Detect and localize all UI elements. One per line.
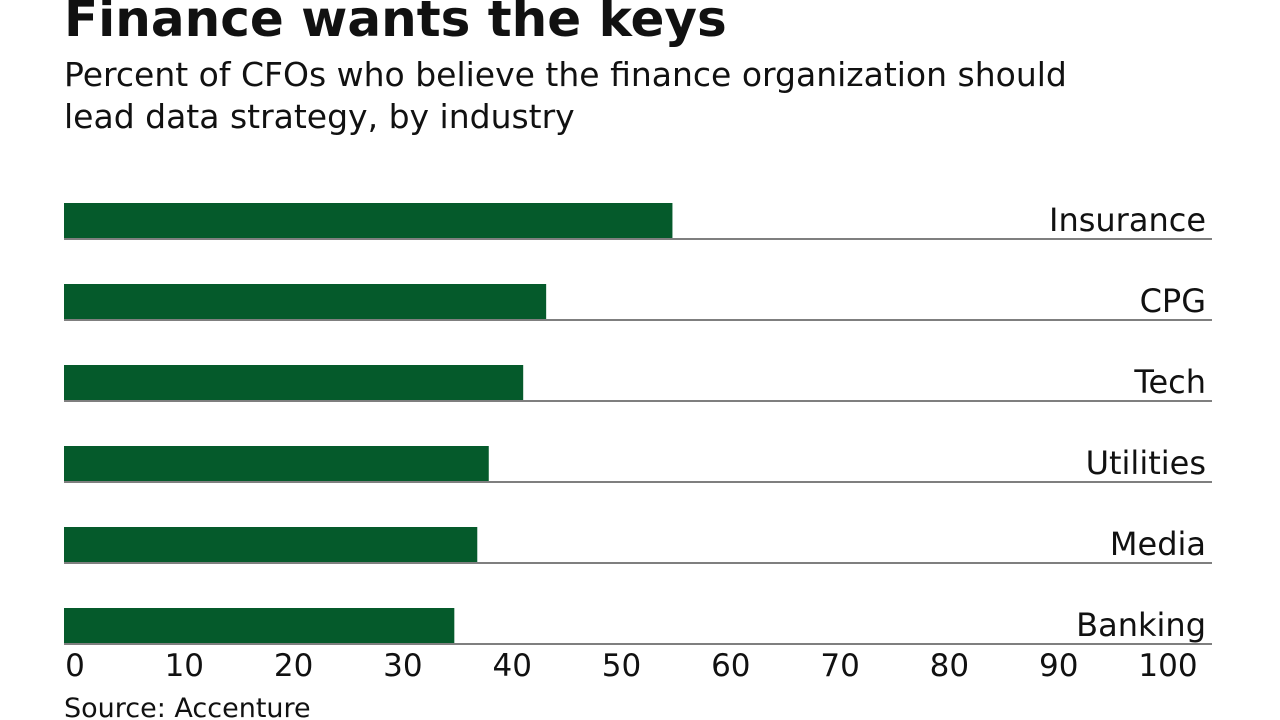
category-label: Tech: [1133, 363, 1206, 401]
category-label: Media: [1110, 525, 1206, 563]
x-tick-label: 20: [274, 648, 313, 684]
bar: [64, 446, 489, 481]
bar: [64, 608, 455, 643]
x-tick-label: 30: [383, 648, 422, 684]
category-label: CPG: [1140, 282, 1206, 320]
category-label: Insurance: [1049, 201, 1206, 239]
bar: [64, 365, 524, 400]
source: Source: Accenture: [64, 693, 311, 720]
x-tick-label: 60: [711, 648, 750, 684]
bar: [64, 527, 478, 562]
bar: [64, 203, 673, 238]
x-tick-label: 90: [1039, 648, 1078, 684]
category-label: Utilities: [1086, 444, 1206, 482]
chart-title: Finance wants the keys: [64, 0, 727, 48]
x-tick-label: 0: [65, 648, 85, 684]
x-tick-label: 10: [165, 648, 204, 684]
x-tick-label: 80: [930, 648, 969, 684]
chart-subtitle: lead data strategy, by industry: [64, 97, 575, 136]
bar: [64, 284, 547, 319]
x-tick-label: 40: [492, 648, 531, 684]
chart-subtitle: Percent of CFOs who believe the finance …: [64, 55, 1067, 94]
x-tick-label: 100: [1138, 648, 1197, 684]
x-tick-label: 70: [820, 648, 859, 684]
x-tick-label: 50: [602, 648, 641, 684]
category-label: Banking: [1076, 606, 1206, 644]
